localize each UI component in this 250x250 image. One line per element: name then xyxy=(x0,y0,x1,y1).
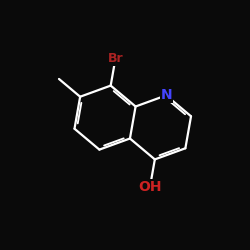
Text: OH: OH xyxy=(138,180,162,194)
Text: N: N xyxy=(160,88,172,102)
Text: Br: Br xyxy=(108,52,123,65)
